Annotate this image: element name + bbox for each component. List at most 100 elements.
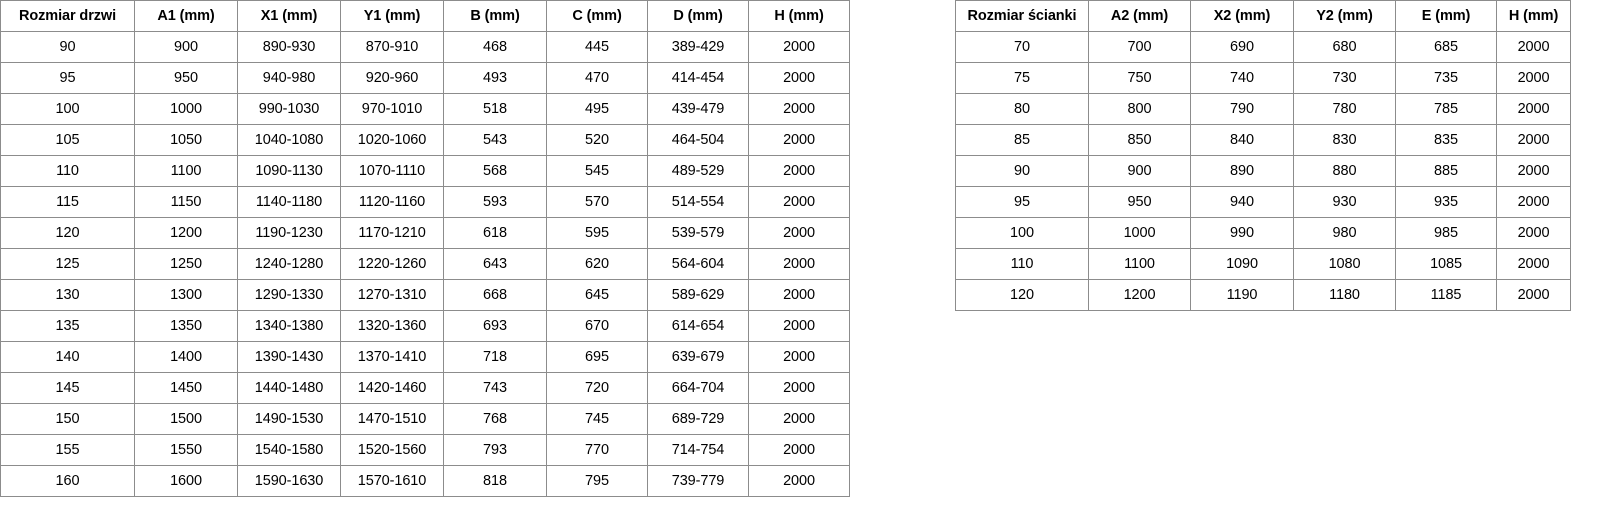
doors-row-label: 135	[0, 310, 135, 342]
table-cell: 1350	[134, 310, 238, 342]
table-cell: 890	[1190, 155, 1294, 187]
table-cell: 1390-1430	[237, 341, 341, 373]
table-cell: 1370-1410	[340, 341, 444, 373]
table-row: 145 1450 1440-1480 1420-1460 743 720 664-704 20…	[0, 372, 850, 404]
table-cell: 570	[546, 186, 648, 218]
table-cell: 2000	[748, 310, 850, 342]
panel-row-label: 80	[955, 93, 1089, 125]
panel-column-header: A2 (mm)	[1088, 0, 1191, 32]
table-cell: 985	[1395, 217, 1497, 249]
panel-table-header: Rozmiar ścianki A2 (mm) X2 (mm) Y2 (mm) E (m…	[955, 0, 1571, 32]
table-cell: 2000	[748, 31, 850, 63]
panel-row-label: 90	[955, 155, 1089, 187]
table-cell: 870-910	[340, 31, 444, 63]
table-cell: 1090	[1190, 248, 1294, 280]
table-row: 100 1000 990-1030 970-1010 518 495 439-479 2000	[0, 93, 850, 125]
table-cell: 835	[1395, 124, 1497, 156]
table-cell: 1400	[134, 341, 238, 373]
table-cell: 940	[1190, 186, 1294, 218]
table-cell: 793	[443, 434, 547, 466]
table-cell: 714-754	[647, 434, 749, 466]
doors-row-label: 120	[0, 217, 135, 249]
table-cell: 2000	[748, 403, 850, 435]
table-cell: 618	[443, 217, 547, 249]
panel-column-header: X2 (mm)	[1190, 0, 1294, 32]
table-cell: 940-980	[237, 62, 341, 94]
table-cell: 730	[1293, 62, 1396, 94]
panel-row-label: 85	[955, 124, 1089, 156]
table-cell: 2000	[1496, 217, 1571, 249]
table-row: 115 1150 1140-1180 1120-1160 593 570 514-554 20…	[0, 186, 850, 218]
table-cell: 1500	[134, 403, 238, 435]
table-cell: 2000	[748, 155, 850, 187]
table-cell: 489-529	[647, 155, 749, 187]
table-cell: 1600	[134, 465, 238, 497]
table-row: 110 1100 1090 1080 1085 2000	[955, 248, 1571, 280]
doors-column-header: C (mm)	[546, 0, 648, 32]
table-cell: 1440-1480	[237, 372, 341, 404]
table-row: 140 1400 1390-1430 1370-1410 718 695 639-679 20…	[0, 341, 850, 373]
table-cell: 2000	[748, 341, 850, 373]
doors-row-label: 160	[0, 465, 135, 497]
doors-row-label: 105	[0, 124, 135, 156]
table-cell: 1240-1280	[237, 248, 341, 280]
table-row: 90 900 890 880 885 2000	[955, 155, 1571, 187]
table-row: 75 750 740 730 735 2000	[955, 62, 1571, 94]
panel-row-label: 70	[955, 31, 1089, 63]
table-cell: 1220-1260	[340, 248, 444, 280]
table-cell: 595	[546, 217, 648, 249]
panel-row-label: 75	[955, 62, 1089, 94]
doors-row-label: 150	[0, 403, 135, 435]
table-cell: 885	[1395, 155, 1497, 187]
doors-column-header: B (mm)	[443, 0, 547, 32]
table-cell: 1420-1460	[340, 372, 444, 404]
table-cell: 935	[1395, 186, 1497, 218]
table-row: 120 1200 1190-1230 1170-1210 618 595 539-579 20…	[0, 217, 850, 249]
table-cell: 1000	[134, 93, 238, 125]
table-cell: 1185	[1395, 279, 1497, 311]
table-cell: 1290-1330	[237, 279, 341, 311]
table-cell: 668	[443, 279, 547, 311]
table-cell: 464-504	[647, 124, 749, 156]
table-cell: 670	[546, 310, 648, 342]
doors-row-label: 130	[0, 279, 135, 311]
table-cell: 639-679	[647, 341, 749, 373]
panel-column-header: H (mm)	[1496, 0, 1571, 32]
table-row: 155 1550 1540-1580 1520-1560 793 770 714-754 20…	[0, 434, 850, 466]
doors-column-header: Rozmiar drzwi	[0, 0, 135, 32]
table-cell: 689-729	[647, 403, 749, 435]
doors-row-label: 115	[0, 186, 135, 218]
table-cell: 718	[443, 341, 547, 373]
table-cell: 514-554	[647, 186, 749, 218]
table-cell: 900	[1088, 155, 1191, 187]
table-cell: 1020-1060	[340, 124, 444, 156]
table-cell: 1040-1080	[237, 124, 341, 156]
table-cell: 1100	[1088, 248, 1191, 280]
table-cell: 2000	[748, 372, 850, 404]
table-cell: 2000	[1496, 186, 1571, 218]
table-cell: 445	[546, 31, 648, 63]
doors-column-header: X1 (mm)	[237, 0, 341, 32]
table-cell: 830	[1293, 124, 1396, 156]
table-cell: 1200	[134, 217, 238, 249]
panel-row-label: 120	[955, 279, 1089, 311]
table-cell: 800	[1088, 93, 1191, 125]
doors-header-row: Rozmiar drzwi A1 (mm) X1 (mm) Y1 (mm) B (mm)…	[0, 0, 850, 32]
table-cell: 620	[546, 248, 648, 280]
table-cell: 1540-1580	[237, 434, 341, 466]
panel-column-header: Y2 (mm)	[1293, 0, 1396, 32]
table-cell: 1340-1380	[237, 310, 341, 342]
table-cell: 564-604	[647, 248, 749, 280]
table-cell: 1490-1530	[237, 403, 341, 435]
table-cell: 970-1010	[340, 93, 444, 125]
table-cell: 614-654	[647, 310, 749, 342]
table-cell: 780	[1293, 93, 1396, 125]
table-cell: 589-629	[647, 279, 749, 311]
table-cell: 768	[443, 403, 547, 435]
table-row: 120 1200 1190 1180 1185 2000	[955, 279, 1571, 311]
table-cell: 1000	[1088, 217, 1191, 249]
table-cell: 1200	[1088, 279, 1191, 311]
table-cell: 2000	[748, 434, 850, 466]
table-cell: 750	[1088, 62, 1191, 94]
table-cell: 743	[443, 372, 547, 404]
